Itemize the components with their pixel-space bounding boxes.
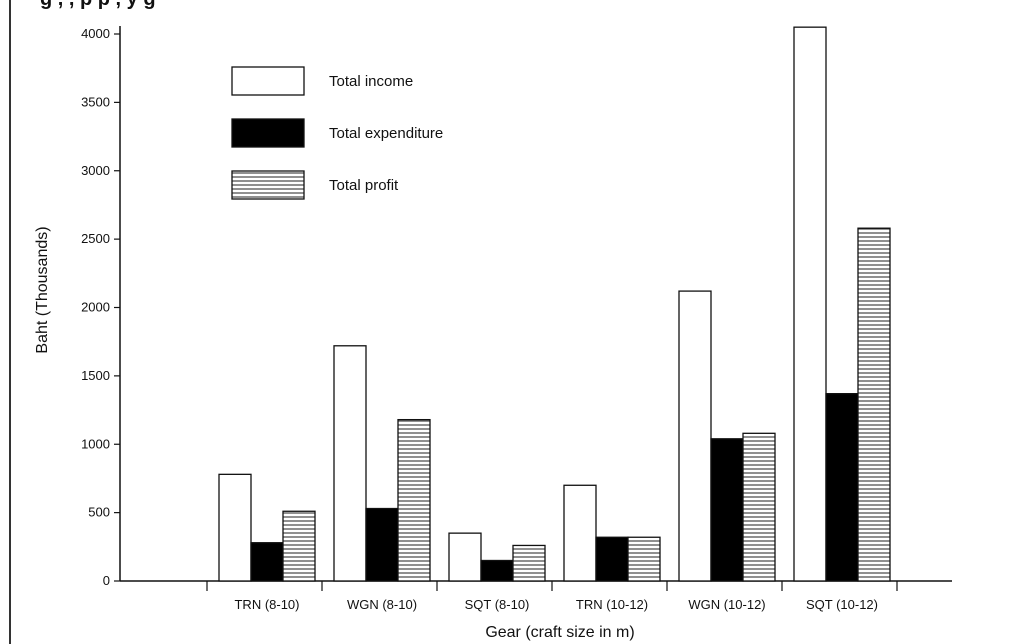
x-tick-label: WGN (10-12) (688, 597, 765, 612)
legend-swatch (231, 118, 305, 148)
y-tick-label: 4000 (81, 26, 110, 41)
y-tick-label: 1500 (81, 368, 110, 383)
bar (250, 542, 284, 582)
x-tick-label: SQT (10-12) (806, 597, 878, 612)
bar (678, 290, 712, 582)
bar (512, 544, 546, 582)
y-tick-label: 2000 (81, 300, 110, 315)
bar (742, 432, 776, 582)
y-tick-label: 1000 (81, 436, 110, 451)
x-tick-label: TRN (10-12) (576, 597, 648, 612)
legend: Total income Total expenditure Total profi… (231, 66, 443, 200)
page-margin-rule (9, 0, 11, 644)
legend-label: Total income (329, 73, 413, 90)
bar (563, 484, 597, 582)
x-axis-title: Gear (craft size in m) (485, 624, 634, 641)
y-tick-label: 3500 (81, 94, 110, 109)
bar (825, 393, 859, 582)
legend-label: Total profit (329, 177, 399, 194)
figure-caption-fragment: g , , p p , y g (40, 0, 156, 11)
y-tick-label: 500 (88, 505, 110, 520)
y-tick-label: 0 (103, 573, 110, 588)
bar (710, 438, 744, 582)
bar (480, 559, 514, 582)
y-tick-label: 2500 (81, 231, 110, 246)
bar (595, 536, 629, 582)
x-tick-label: SQT (8-10) (465, 597, 530, 612)
plot-area: 0 500 1000 1500 2000 2500 3000 3500 4000 TRN (8-1… (81, 26, 952, 612)
bar (282, 510, 316, 582)
y-tick-label: 3000 (81, 163, 110, 178)
bar (448, 532, 482, 582)
bar (218, 473, 252, 582)
bar (857, 227, 891, 582)
bar (397, 418, 431, 582)
legend-swatch (231, 170, 305, 200)
legend-swatch (231, 66, 305, 96)
legend-label: Total expenditure (329, 125, 443, 142)
bar (793, 26, 827, 582)
bar (627, 536, 661, 582)
x-tick-label: WGN (8-10) (347, 597, 417, 612)
y-axis-title: Baht (Thousands) (34, 226, 51, 353)
bar (333, 345, 367, 582)
x-tick-label: TRN (8-10) (234, 597, 299, 612)
bar (365, 507, 399, 582)
